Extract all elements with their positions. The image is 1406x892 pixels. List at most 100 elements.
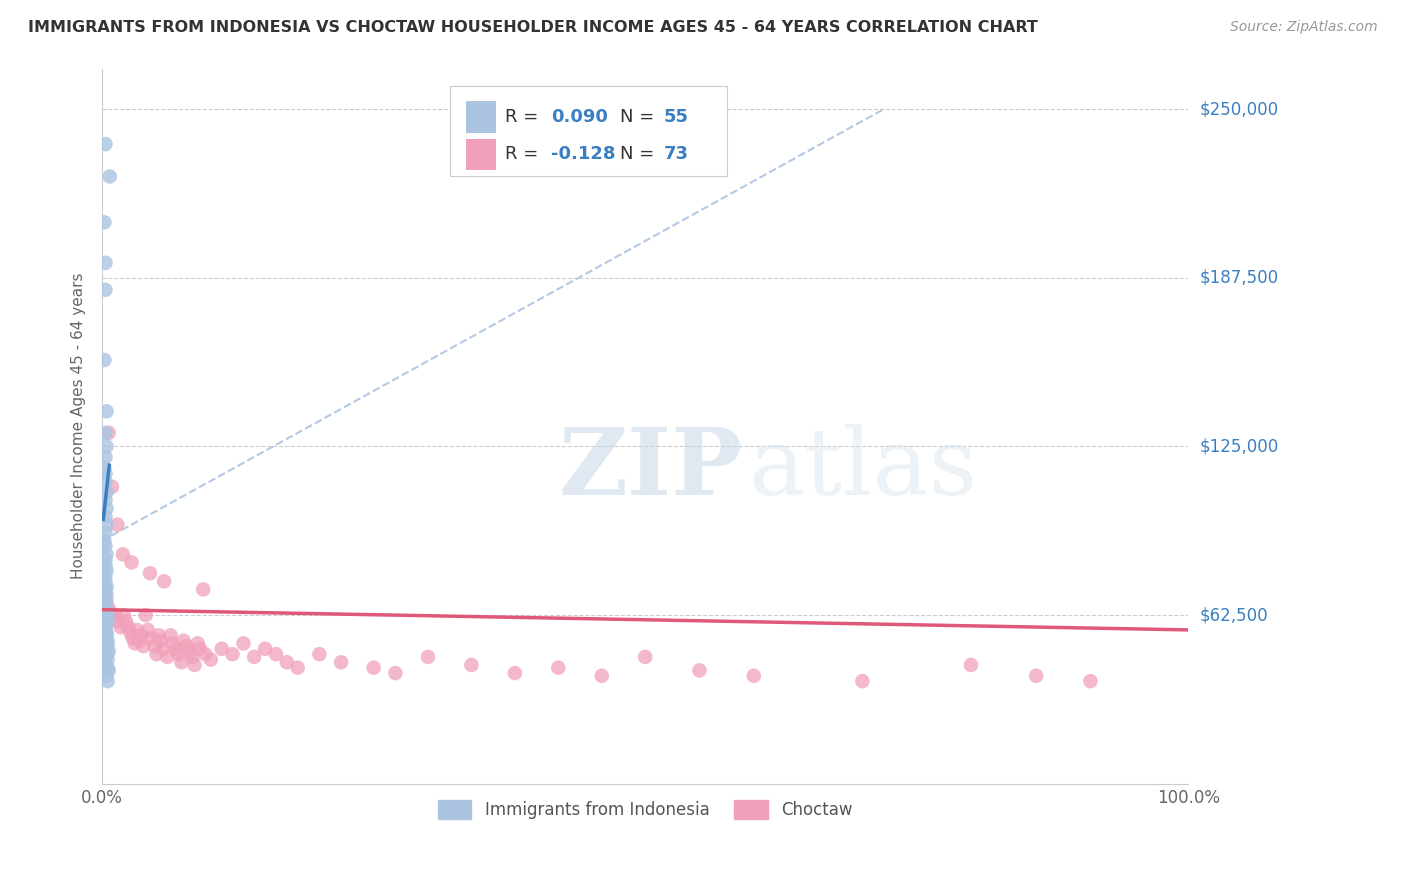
Point [547,661,569,675]
Text: $250,000: $250,000 [1199,100,1278,118]
Point [97,601,120,615]
Point [330,655,353,669]
Point [276,655,298,669]
Point [221,647,243,661]
Point [194,647,217,661]
Y-axis label: Householder Income Ages 45 - 64 years: Householder Income Ages 45 - 64 years [72,273,86,580]
Point [308,647,330,661]
Point [96,547,118,561]
Point [94,657,117,672]
Text: $125,000: $125,000 [1199,437,1278,456]
Point [94,593,117,607]
Point [232,636,254,650]
Point [187,636,209,650]
Point [211,641,233,656]
Text: N =: N = [620,108,661,126]
Point [96,580,118,594]
Point [960,657,983,672]
Point [93,588,115,602]
Point [139,566,162,581]
Point [107,517,129,532]
Point [128,633,150,648]
Point [94,425,117,440]
Point [170,655,193,669]
Point [159,628,181,642]
FancyBboxPatch shape [465,138,496,169]
Point [120,625,142,640]
Point [98,169,121,184]
Point [96,617,118,632]
Point [96,599,118,613]
Point [94,509,117,524]
Point [148,628,170,642]
Point [94,475,117,489]
Point [243,649,266,664]
Point [264,647,287,661]
Point [96,628,118,642]
Point [1080,674,1102,689]
Point [124,636,146,650]
Point [416,649,439,664]
Text: $187,500: $187,500 [1199,268,1278,286]
Point [460,657,482,672]
Point [139,631,162,645]
Point [121,556,143,570]
Point [96,647,118,661]
Point [153,574,176,589]
Point [162,636,184,650]
Point [101,480,124,494]
Point [107,615,129,629]
Point [96,588,118,602]
Point [96,669,118,683]
Point [94,493,117,508]
Point [131,628,153,642]
Point [93,533,115,548]
Point [591,669,613,683]
Point [145,647,167,661]
Point [110,620,132,634]
Point [96,404,118,418]
Text: -0.128: -0.128 [551,145,616,163]
Point [101,608,124,623]
Point [94,631,117,645]
Point [167,647,190,661]
Point [634,649,657,664]
Point [93,353,115,368]
Point [97,633,120,648]
Point [96,593,118,607]
Point [94,450,117,465]
Point [93,215,115,229]
Point [125,623,148,637]
Point [254,641,277,656]
Point [176,639,198,653]
Text: R =: R = [505,108,544,126]
Point [136,623,159,637]
Point [96,485,118,500]
Point [132,639,155,653]
Point [165,641,187,656]
Point [156,649,179,664]
Text: $62,500: $62,500 [1199,606,1268,624]
Text: IMMIGRANTS FROM INDONESIA VS CHOCTAW HOUSEHOLDER INCOME AGES 45 - 64 YEARS CORRE: IMMIGRANTS FROM INDONESIA VS CHOCTAW HOU… [28,20,1038,35]
Point [193,582,215,597]
Point [97,674,120,689]
Point [97,652,120,666]
Point [94,574,117,589]
Point [97,644,120,658]
Point [94,256,117,270]
Point [742,669,765,683]
Point [97,664,120,678]
Point [97,661,120,675]
Point [135,608,157,623]
Point [104,608,127,623]
Point [94,137,117,152]
Point [96,501,118,516]
Point [94,569,117,583]
Point [121,631,143,645]
Point [94,582,117,597]
Point [688,664,710,678]
Point [851,674,873,689]
Point [97,615,120,629]
Point [183,657,205,672]
Point [94,604,117,618]
